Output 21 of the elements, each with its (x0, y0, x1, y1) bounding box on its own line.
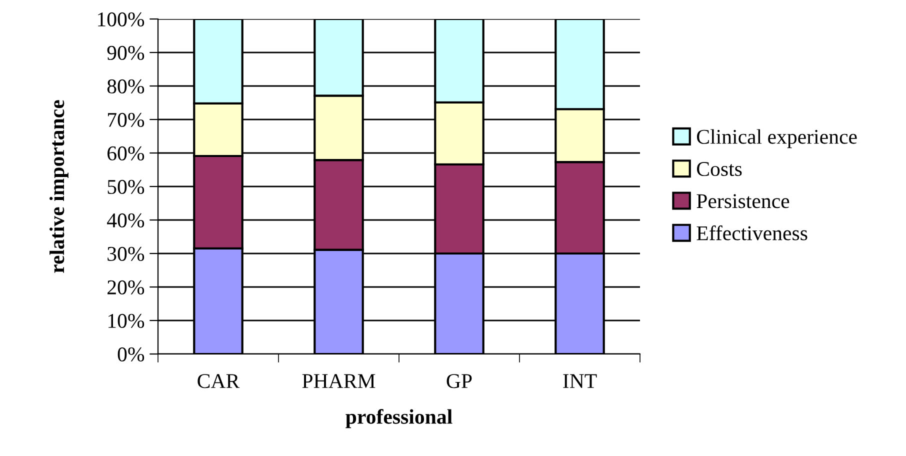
y-tick-label: 40% (107, 213, 144, 228)
y-tick-label: 100% (98, 12, 144, 26)
y-tick-label: 90% (107, 46, 144, 60)
legend-label: Persistence (696, 194, 790, 208)
y-tick-label: 20% (108, 280, 144, 294)
y-tick-label: 0% (118, 347, 144, 362)
y-tick-label: 10% (108, 314, 144, 328)
y-axis-title: relative importance (50, 100, 68, 273)
y-tick-label: 50% (108, 180, 144, 194)
x-tick-label: CAR (198, 374, 240, 388)
legend-label: Costs (696, 162, 742, 176)
y-tick-label: 60% (108, 146, 144, 160)
legend-label: Effectiveness (696, 225, 808, 240)
y-tick-label: 80% (107, 79, 144, 94)
x-axis-title: professional (346, 409, 452, 428)
x-tick-label: INT (563, 374, 597, 388)
x-tick-label: PHARM (302, 374, 376, 388)
y-tick-label: 70% (108, 112, 144, 127)
legend-label: Clinical experience (696, 129, 857, 148)
y-tick-label: 30% (108, 246, 144, 261)
x-tick-label: GP (446, 374, 472, 388)
